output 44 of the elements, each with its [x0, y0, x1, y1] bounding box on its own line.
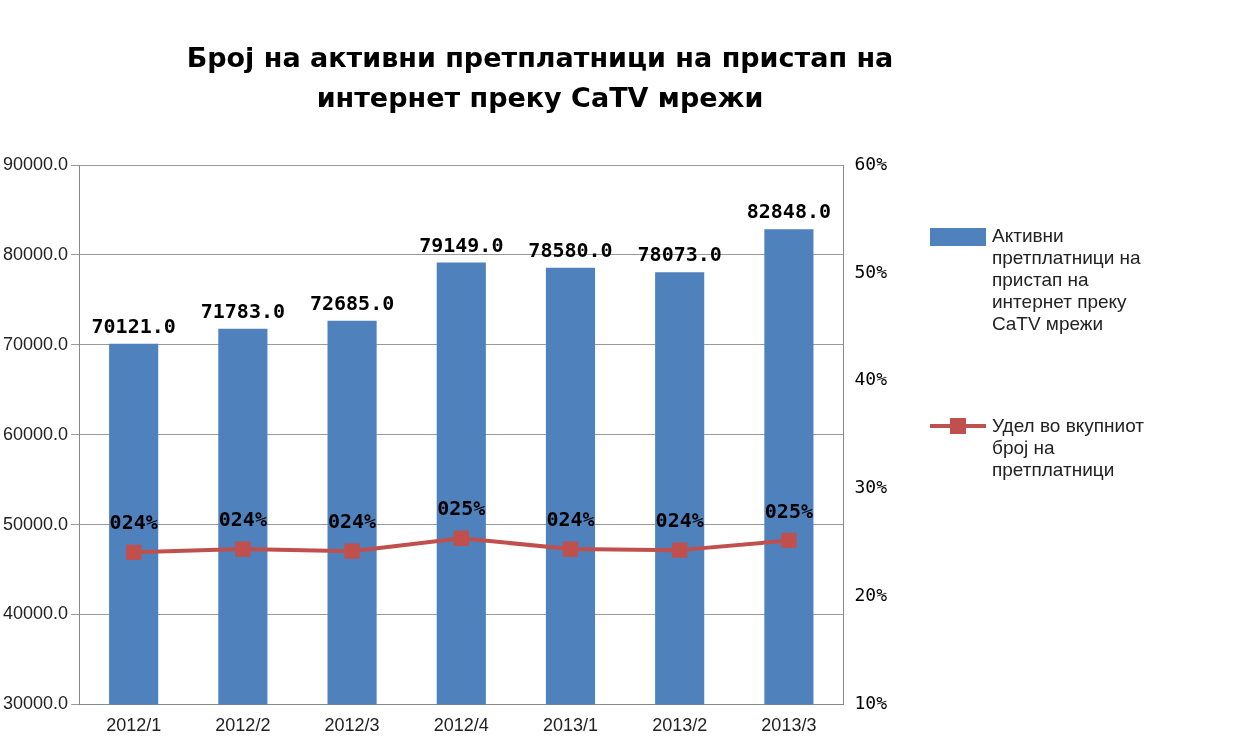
- data-label: 024%: [546, 507, 595, 532]
- data-label: 78580.0: [528, 237, 613, 262]
- x-tick-label: 2012/1: [106, 715, 162, 736]
- point: [672, 542, 688, 558]
- data-label: 024%: [655, 508, 704, 533]
- data-label: 78073.0: [637, 242, 722, 267]
- x-tick-label: 2012/4: [433, 715, 489, 736]
- y-tick-label: 70000.0: [2, 333, 69, 354]
- y2-tick-label: 10%: [854, 692, 888, 714]
- data-label: 82848.0: [746, 199, 832, 224]
- point: [126, 544, 142, 560]
- x-tick-label: 2012/2: [215, 715, 271, 736]
- point: [562, 541, 579, 557]
- data-label: 71783.0: [200, 298, 286, 323]
- x-tick-label: 2013/3: [761, 715, 817, 736]
- x-tick-label: 2013/2: [652, 715, 708, 736]
- data-label: 72685.0: [309, 290, 395, 315]
- data-label: 024%: [327, 509, 377, 534]
- y-tick-label: 50000.0: [2, 513, 69, 534]
- y-tick-label: 40000.0: [2, 603, 69, 624]
- data-label: 025%: [764, 498, 813, 523]
- y-tick-label: 90000.0: [2, 153, 69, 174]
- point: [344, 543, 360, 559]
- y-tick-label: 60000.0: [2, 423, 69, 444]
- y-tick-label: 80000.0: [2, 243, 69, 264]
- x-tick-label: 2012/3: [324, 715, 380, 736]
- x-tick-label: 2013/1: [542, 715, 599, 736]
- y-tick-label: 30000.0: [2, 693, 69, 714]
- y2-tick-label: 20%: [854, 584, 888, 606]
- data-label: 025%: [437, 496, 486, 521]
- y2-tick-label: 60%: [854, 152, 888, 174]
- y2-tick-label: 50%: [854, 260, 888, 282]
- chart-title: Број на активни претплатници на пристап на интернет преку CaTV мрежи: [185, 41, 895, 115]
- y2-tick-label: 30%: [854, 476, 888, 498]
- point: [235, 541, 251, 557]
- data-label: 024%: [218, 507, 267, 532]
- data-label: 024%: [109, 510, 158, 535]
- legend-label: Удел во вкупниот број на претплатници: [992, 415, 1146, 481]
- data-label: 79149.0: [419, 232, 504, 257]
- legend-label: Активни претплатници на пристап на интернет преку CaTV мрежи: [992, 225, 1142, 335]
- point: [781, 532, 797, 549]
- point: [453, 530, 469, 546]
- y2-tick-label: 40%: [854, 368, 888, 390]
- data-label: 70121.0: [91, 313, 176, 338]
